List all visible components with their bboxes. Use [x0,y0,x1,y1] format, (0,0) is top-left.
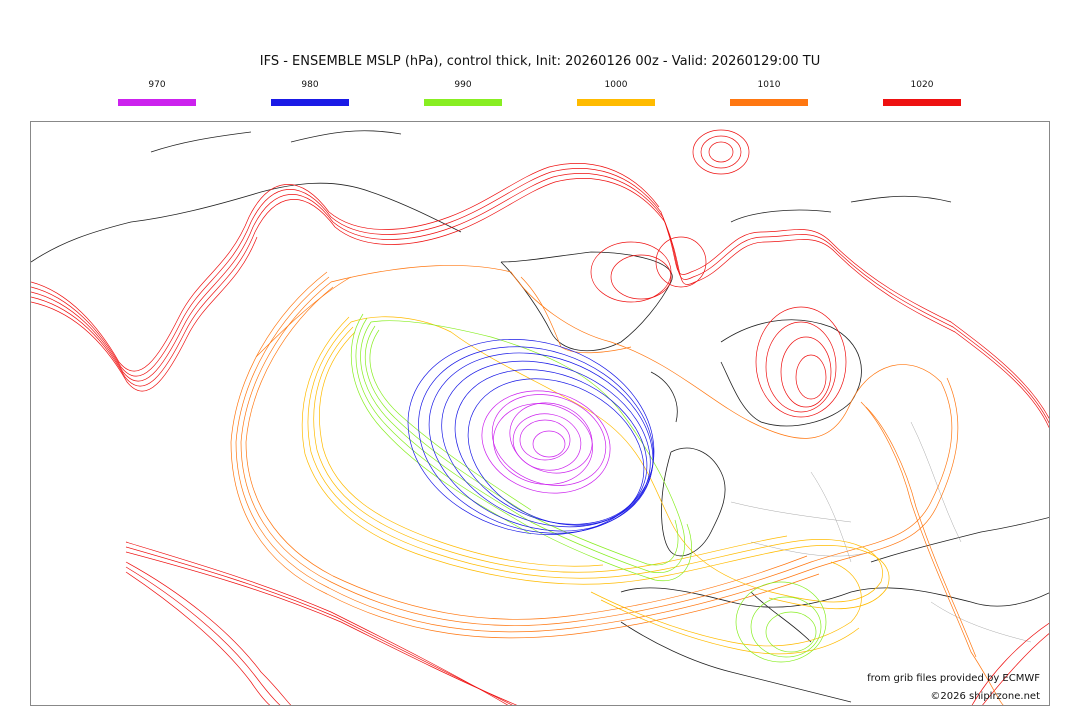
isobar-legend: 970 980 990 1000 1010 1020 [0,80,1080,110]
legend-item-1020: 1020 [883,80,961,106]
isobars-970 [481,390,611,494]
isobars-1020 [31,129,1049,705]
legend-swatch [883,99,961,106]
legend-item-980: 980 [271,80,349,106]
map-frame [30,121,1050,706]
legend-label: 1010 [757,80,781,90]
isobars-990 [350,313,827,663]
legend-swatch [271,99,349,106]
legend-label: 1000 [604,80,628,90]
data-source-credit: from grib files provided by ECMWF [867,673,1040,684]
isobars-1010 [230,265,1004,705]
legend-label: 970 [148,80,166,90]
legend-item-1010: 1010 [730,80,808,106]
legend-item-1000: 1000 [577,80,655,106]
legend-item-970: 970 [118,80,196,106]
ensemble-map [31,129,1049,705]
country-borders [730,421,1032,643]
legend-swatch [424,99,502,106]
legend-swatch [730,99,808,106]
isobars-980 [407,339,655,535]
legend-swatch [118,99,196,106]
legend-swatch [577,99,655,106]
isobars-1000 [301,316,890,655]
legend-label: 1020 [910,80,934,90]
legend-label: 980 [301,80,319,90]
coastlines [31,130,1049,703]
map-title: IFS - ENSEMBLE MSLP (hPa), control thick… [259,54,821,69]
legend-label: 990 [454,80,472,90]
copyright-credit: ©2026 shiplrzone.net [930,691,1040,702]
legend-item-990: 990 [424,80,502,106]
